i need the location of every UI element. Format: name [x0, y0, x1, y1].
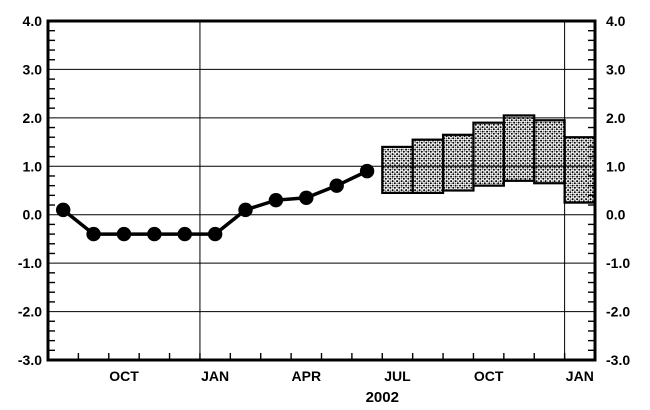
series-marker: [177, 226, 192, 242]
x-axis-month-label: JAN: [566, 368, 594, 384]
forecast-range-box: [411, 138, 445, 195]
y-axis-tick-label-right: 2.0: [606, 110, 626, 126]
x-axis-month-label: OCT: [474, 368, 504, 384]
y-axis-tick-label-right: -1.0: [606, 255, 630, 271]
series-marker: [116, 226, 132, 242]
x-axis-month-label: APR: [292, 368, 322, 384]
y-axis-tick-label-left: 1.0: [23, 158, 43, 174]
y-axis-tick-label-right: 4.0: [606, 13, 626, 29]
series-marker: [147, 226, 162, 242]
forecast-range-box: [441, 133, 475, 192]
x-axis-month-label: OCT: [109, 368, 139, 384]
series-marker: [86, 226, 101, 242]
forecast-range-box: [563, 136, 597, 204]
y-axis-tick-label-right: 1.0: [606, 158, 626, 174]
series-line: [62, 169, 368, 236]
forecast-range-box: [502, 114, 536, 182]
series-marker: [55, 202, 71, 218]
y-axis-tick-label-right: 3.0: [606, 61, 626, 77]
y-axis-tick-label-left: 0.0: [23, 207, 43, 223]
y-axis-tick-label-left: 2.0: [23, 110, 43, 126]
x-axis-month-label: JUL: [384, 368, 411, 384]
y-axis-tick-label-right: 0.0: [606, 207, 626, 223]
series-marker: [299, 190, 314, 205]
y-axis-tick-label-left: -3.0: [18, 352, 42, 368]
forecast-range-box: [533, 119, 566, 185]
series-marker: [359, 163, 375, 179]
y-axis-tick-label-right: -3.0: [606, 352, 630, 368]
forecast-range-box: [381, 145, 414, 195]
series-marker: [238, 202, 253, 218]
y-axis-tick-label-right: -2.0: [606, 304, 630, 320]
series-marker: [268, 192, 284, 208]
x-axis-month-label: JAN: [201, 368, 229, 384]
x-axis-year-label: 2002: [365, 389, 399, 406]
y-axis-tick-label-left: -1.0: [18, 255, 42, 271]
series-marker: [329, 178, 344, 193]
y-axis-tick-label-left: 4.0: [23, 13, 43, 29]
y-axis-tick-label-left: 3.0: [23, 61, 43, 77]
y-axis-tick-label-left: -2.0: [18, 304, 42, 320]
forecast-range-box: [472, 121, 505, 187]
series-marker: [207, 226, 223, 242]
